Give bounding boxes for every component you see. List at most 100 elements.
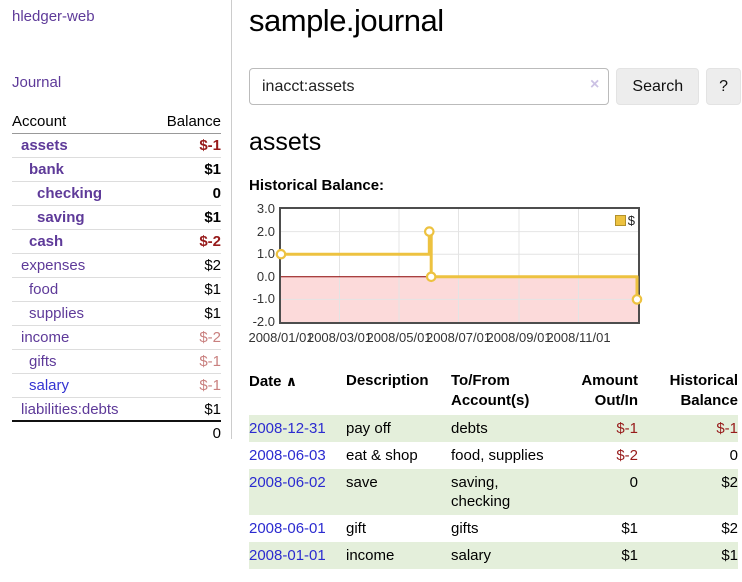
transaction-amount: $-1: [616, 420, 638, 437]
register-row: 2008-12-31 pay off debts $-1 $-1: [249, 415, 738, 442]
register-header-row: Date ∧ Description To/From Account(s) Am…: [249, 369, 738, 415]
register-row: 2008-06-03 eat & shop food, supplies $-2 0: [249, 442, 738, 469]
accounts-total-row: 0: [12, 422, 221, 446]
x-axis-tick-label: 2008/03/01: [306, 330, 373, 345]
account-link-saving[interactable]: saving: [37, 209, 85, 226]
account-heading: assets: [249, 128, 322, 156]
chart-canvas: [275, 209, 643, 322]
transaction-accounts: food, supplies: [451, 447, 544, 464]
account-link-cash[interactable]: cash: [29, 233, 64, 250]
page-title: sample.journal: [249, 3, 444, 38]
y-axis-tick-label: 2.0: [256, 223, 275, 239]
account-tree-header: Account Balance: [12, 111, 221, 134]
historical-balance-chart: 3.0 2.0 1.0 0.0 -1.0 -2.0 $ 2008/01/01 2008/03…: [248, 201, 741, 345]
y-axis-tick-label: 1.0: [256, 246, 275, 262]
clear-search-icon[interactable]: ×: [590, 76, 600, 93]
account-balance: $1: [204, 161, 221, 178]
x-axis-tick-label: 2008/01/01: [248, 330, 314, 345]
transaction-date-link[interactable]: 2008-06-01: [249, 520, 326, 537]
column-header-amount: Amount Out/In: [581, 372, 638, 409]
account-link-bank[interactable]: bank: [29, 161, 65, 178]
brand-link[interactable]: hledger-web: [12, 8, 95, 25]
account-link-supplies[interactable]: supplies: [29, 305, 85, 322]
register-row: 2008-01-01 income salary $1 $1: [249, 542, 738, 569]
column-header-description: Description: [346, 372, 429, 389]
account-link-gifts[interactable]: gifts: [29, 353, 57, 370]
account-row: liabilities:debts $1: [12, 398, 221, 422]
account-balance: $1: [204, 209, 221, 226]
register-table: Date ∧ Description To/From Account(s) Am…: [249, 369, 738, 569]
search-button[interactable]: Search: [616, 68, 700, 105]
transaction-accounts: gifts: [451, 520, 479, 537]
register-row: 2008-06-01 gift gifts $1 $2: [249, 515, 738, 542]
account-balance: $-1: [199, 137, 221, 154]
search-box: ×: [249, 68, 610, 105]
account-row: income $-2: [12, 326, 221, 350]
sidebar: hledger-web Journal Account Balance asse…: [0, 0, 232, 442]
total-balance: 0: [212, 425, 221, 442]
transaction-amount: 0: [629, 474, 638, 491]
x-axis-tick-label: 2008/07/01: [425, 330, 492, 345]
account-row: cash $-2: [12, 230, 221, 254]
register-row: 2008-06-02 save saving, checking 0 $2: [249, 469, 738, 515]
account-link-income[interactable]: income: [21, 329, 70, 346]
account-row: salary $-1: [12, 374, 221, 398]
x-axis-tick-label: 2008/05/01: [366, 330, 432, 345]
running-balance: $1: [721, 547, 738, 564]
account-balance: 0: [212, 185, 221, 202]
account-balance: $1: [204, 400, 221, 418]
account-row: food $1: [12, 278, 221, 302]
account-balance: $-1: [199, 377, 221, 394]
search-input[interactable]: [249, 68, 610, 105]
account-row: expenses $2: [12, 254, 221, 278]
account-link-salary[interactable]: salary: [29, 377, 70, 394]
account-row: assets $-1: [12, 134, 221, 158]
account-row: bank $1: [12, 158, 221, 182]
account-balance: $-2: [199, 233, 221, 250]
y-axis-tick-label: -1.0: [252, 291, 275, 307]
transaction-amount: $1: [621, 547, 638, 564]
transaction-description: save: [346, 474, 378, 491]
balance-column-header: Balance: [166, 113, 221, 130]
x-axis-tick-label: 2008/11/01: [546, 330, 611, 345]
account-balance: $-1: [199, 353, 221, 370]
y-axis-tick-label: 3.0: [256, 201, 275, 216]
transaction-date-link[interactable]: 2008-12-31: [249, 420, 326, 437]
main-content: sample.journal × Search ? assets Histori…: [248, 0, 741, 569]
transaction-description: gift: [346, 520, 367, 537]
transaction-description: pay off: [346, 420, 391, 437]
account-row: checking 0: [12, 182, 221, 206]
running-balance: $-1: [716, 420, 738, 437]
transaction-date-link[interactable]: 2008-06-02: [249, 474, 326, 491]
account-balance: $2: [204, 257, 221, 274]
transaction-date-link[interactable]: 2008-01-01: [249, 547, 326, 564]
nav-journal-link[interactable]: Journal: [12, 74, 62, 91]
transaction-date-link[interactable]: 2008-06-03: [249, 447, 326, 464]
y-axis-tick-label: 0.0: [256, 268, 275, 284]
account-row: supplies $1: [12, 302, 221, 326]
column-header-date[interactable]: Date ∧: [249, 373, 298, 390]
account-balance: $-2: [199, 329, 221, 346]
transaction-description: eat & shop: [346, 447, 418, 464]
account-balance: $1: [204, 305, 221, 322]
legend-label: $: [627, 213, 635, 228]
y-axis-tick-label: -2.0: [252, 314, 275, 329]
column-header-balance: Historical Balance: [669, 372, 738, 409]
account-link-liabilities-debts[interactable]: liabilities:debts: [21, 400, 119, 418]
account-link-expenses[interactable]: expenses: [21, 257, 86, 274]
account-tree: Account Balance assets $-1 bank $1 checking 0…: [12, 111, 221, 446]
account-balance: $1: [204, 281, 221, 298]
transaction-amount: $1: [621, 520, 638, 537]
transaction-accounts: salary: [451, 547, 492, 564]
running-balance: 0: [729, 447, 738, 464]
transaction-description: income: [346, 547, 395, 564]
account-link-checking[interactable]: checking: [37, 185, 103, 202]
account-link-assets[interactable]: assets: [21, 137, 68, 154]
account-column-header: Account: [12, 113, 67, 130]
transaction-amount: $-2: [616, 447, 638, 464]
account-link-food[interactable]: food: [29, 281, 59, 298]
help-button[interactable]: ?: [706, 68, 741, 105]
chart-legend: $: [614, 213, 635, 228]
account-row: saving $1: [12, 206, 221, 230]
transaction-accounts: saving, checking: [451, 474, 511, 510]
